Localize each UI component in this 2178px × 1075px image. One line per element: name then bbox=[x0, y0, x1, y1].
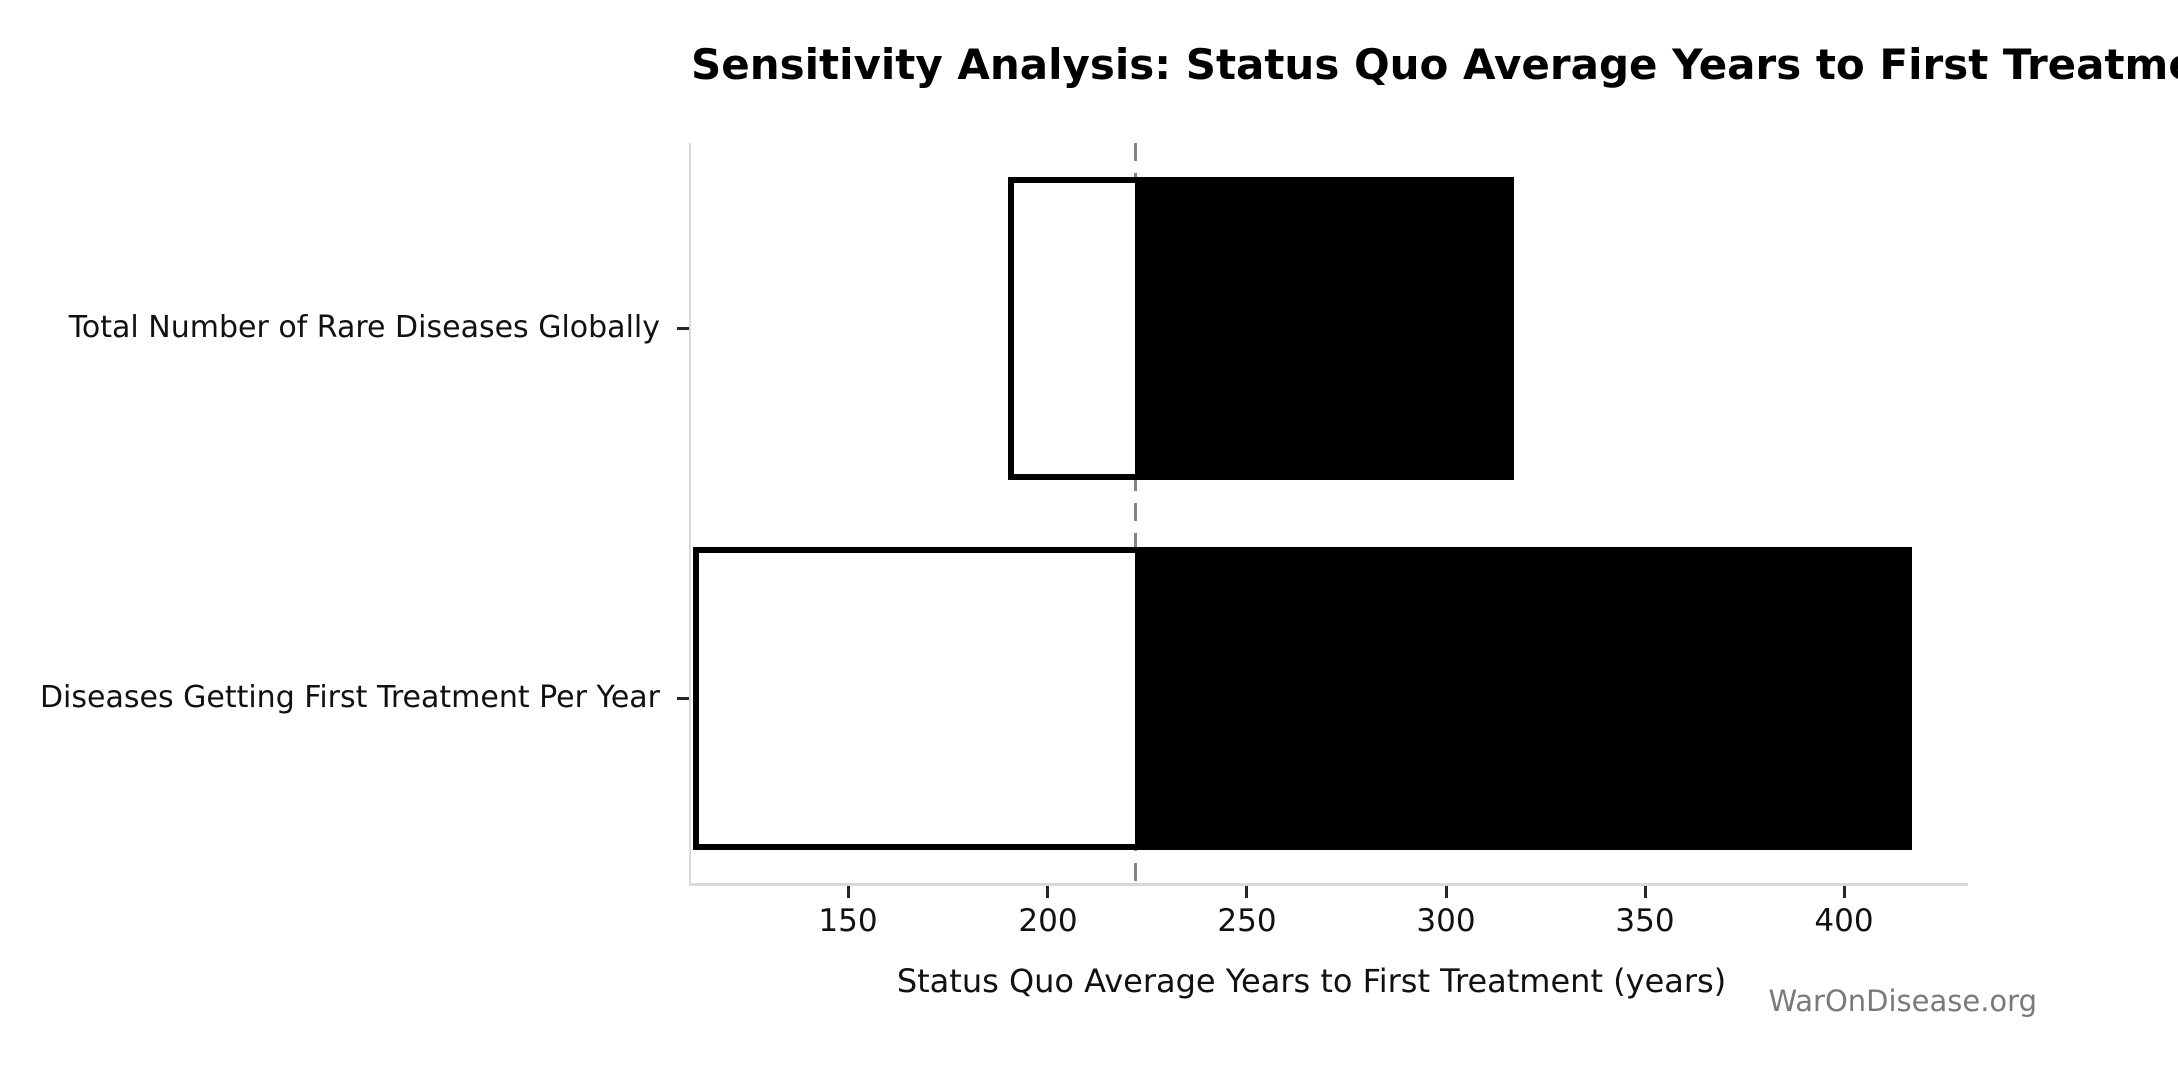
y-axis-spine bbox=[689, 143, 691, 886]
x-tick-label: 250 bbox=[1217, 903, 1277, 939]
x-tick-mark bbox=[847, 886, 850, 898]
x-tick-label: 400 bbox=[1814, 903, 1874, 939]
watermark-text: WarOnDisease.org bbox=[1768, 984, 2037, 1018]
tornado-bar bbox=[692, 547, 1913, 850]
chart-title: Sensitivity Analysis: Status Quo Average… bbox=[691, 40, 2178, 89]
x-tick-label: 350 bbox=[1615, 903, 1675, 939]
tornado-bar bbox=[1007, 177, 1514, 480]
x-tick-mark bbox=[1046, 886, 1049, 898]
y-tick-mark bbox=[677, 327, 689, 330]
y-category-label: Diseases Getting First Treatment Per Yea… bbox=[39, 680, 660, 715]
x-tick-label: 200 bbox=[1018, 903, 1078, 939]
x-tick-mark bbox=[1245, 886, 1248, 898]
baseline-dashed-line bbox=[1133, 143, 1137, 883]
x-axis-title: Status Quo Average Years to First Treatm… bbox=[896, 962, 1727, 1000]
x-tick-mark bbox=[1644, 886, 1647, 898]
bar-high-segment bbox=[1135, 553, 1907, 844]
bar-high-segment bbox=[1135, 183, 1508, 474]
x-tick-mark bbox=[1445, 886, 1448, 898]
x-tick-label: 150 bbox=[818, 903, 878, 939]
x-axis-spine bbox=[689, 883, 1968, 886]
y-tick-mark bbox=[677, 697, 689, 700]
x-tick-label: 300 bbox=[1416, 903, 1476, 939]
y-category-label: Total Number of Rare Diseases Globally bbox=[68, 310, 660, 345]
plot-area bbox=[689, 143, 1968, 886]
x-tick-mark bbox=[1843, 886, 1846, 898]
